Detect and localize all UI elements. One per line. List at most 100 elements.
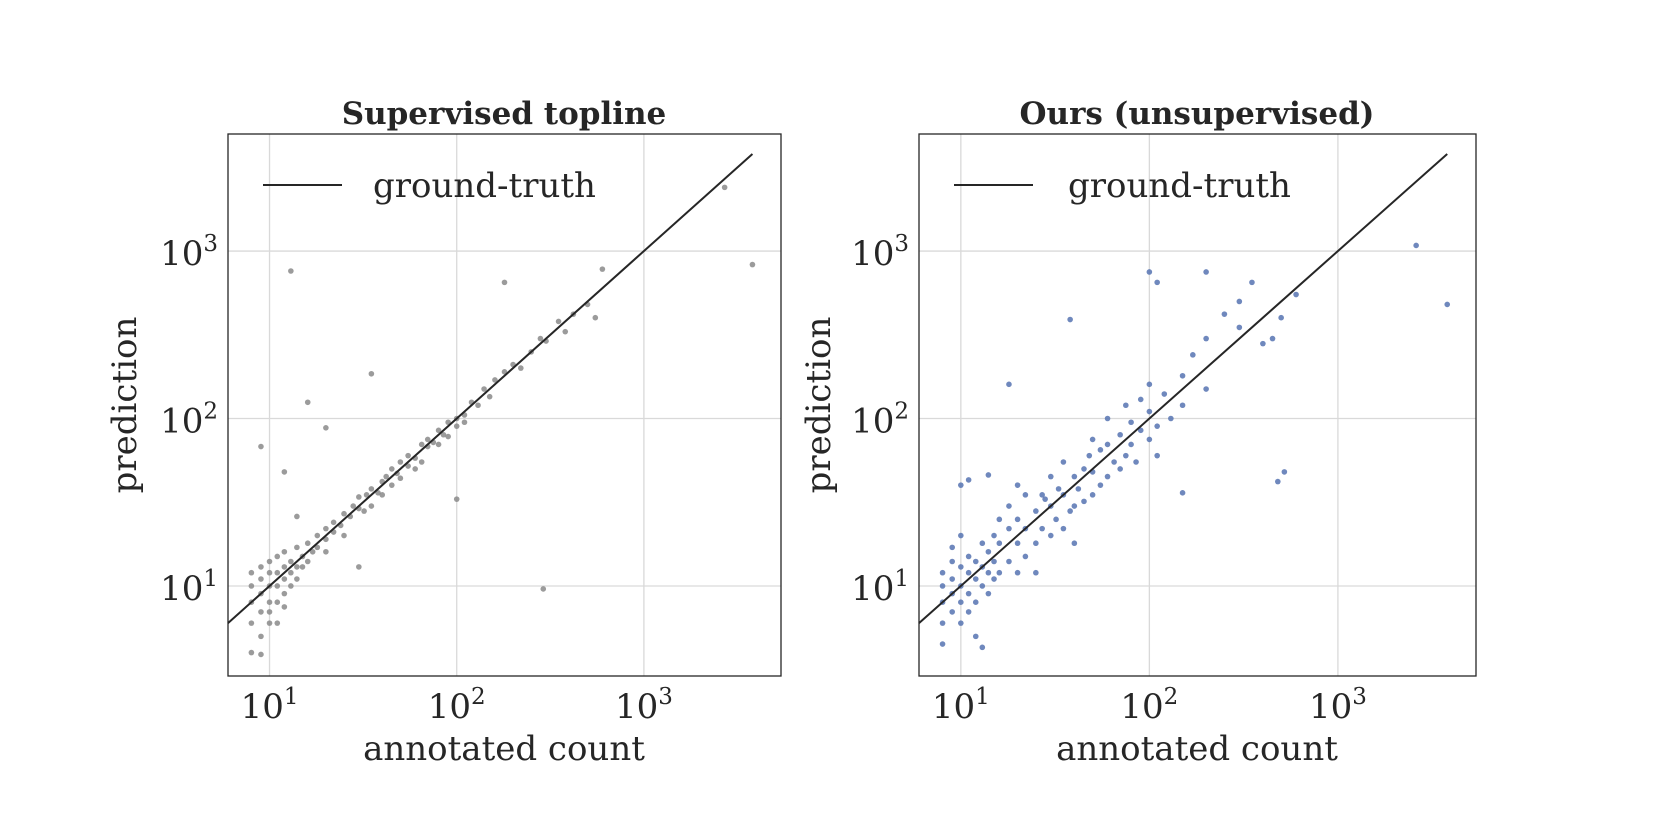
data-point <box>979 583 986 589</box>
data-point <box>972 576 979 582</box>
data-point <box>397 459 404 465</box>
data-point <box>939 641 946 647</box>
data-point <box>258 651 264 658</box>
data-point <box>1097 482 1104 488</box>
data-point <box>1053 516 1059 523</box>
data-point <box>248 569 255 576</box>
data-point <box>1067 316 1073 323</box>
data-point <box>266 599 273 606</box>
data-point <box>1097 447 1104 453</box>
data-point <box>1236 298 1243 305</box>
data-point <box>1086 452 1093 459</box>
data-point <box>323 548 329 555</box>
data-point <box>555 318 562 325</box>
data-point <box>1089 436 1096 443</box>
data-point <box>518 365 524 371</box>
data-point <box>985 472 992 478</box>
data-point <box>1047 532 1054 539</box>
data-point <box>304 558 311 565</box>
data-point <box>356 564 362 570</box>
data-point <box>281 576 288 582</box>
data-point <box>294 544 300 551</box>
data-point <box>492 377 498 383</box>
data-point <box>1236 324 1243 331</box>
data-point <box>281 469 288 475</box>
data-point <box>972 599 979 606</box>
data-point <box>1006 558 1012 565</box>
data-point <box>965 553 972 560</box>
data-point <box>294 513 300 520</box>
data-point <box>979 540 986 547</box>
data-point <box>537 335 544 342</box>
legend-label: ground-truth <box>373 166 596 206</box>
data-point <box>288 569 294 576</box>
data-point <box>1104 415 1111 422</box>
data-point <box>405 463 411 469</box>
data-point <box>1014 482 1021 488</box>
data-point <box>1278 314 1284 321</box>
data-point <box>281 590 288 597</box>
data-point <box>288 268 294 274</box>
data-point <box>1128 419 1134 426</box>
data-point <box>274 620 281 626</box>
data-point <box>939 569 946 576</box>
data-point <box>949 558 956 565</box>
data-point <box>475 402 481 409</box>
data-point <box>258 609 264 615</box>
y-axis-label: prediction <box>105 317 145 494</box>
data-point <box>1133 459 1139 465</box>
data-point <box>405 452 411 459</box>
data-point <box>1067 508 1073 514</box>
y-tick-label: 101 <box>160 566 218 609</box>
data-point <box>1060 525 1067 532</box>
data-point <box>248 583 255 589</box>
data-point <box>1014 516 1021 523</box>
data-point <box>1249 279 1255 286</box>
data-point <box>1033 508 1039 514</box>
data-point <box>424 436 431 443</box>
data-point <box>389 482 395 488</box>
x-tick-label: 101 <box>932 684 990 727</box>
data-point <box>599 266 606 272</box>
data-point <box>965 609 972 615</box>
legend-label: ground-truth <box>1068 166 1291 206</box>
data-point <box>1071 503 1078 509</box>
data-point <box>281 564 288 570</box>
data-point <box>1444 301 1451 308</box>
data-point <box>383 473 389 480</box>
plot-area <box>918 133 1477 677</box>
plot-area <box>227 133 782 677</box>
data-point <box>389 466 395 472</box>
x-axis-label: annotated count <box>1056 729 1338 769</box>
x-tick-label: 103 <box>615 684 673 727</box>
data-point <box>965 590 972 597</box>
data-point <box>361 508 367 514</box>
data-point <box>266 569 273 576</box>
data-point <box>1137 427 1144 434</box>
data-point <box>1123 452 1129 459</box>
data-point <box>281 604 288 610</box>
x-tick-label: 102 <box>428 684 486 727</box>
data-point <box>323 525 329 532</box>
data-point <box>1111 459 1117 465</box>
data-point <box>1014 569 1021 576</box>
data-point <box>248 620 255 626</box>
y-tick-exponent: 1 <box>894 566 909 592</box>
axes-frame <box>227 133 782 677</box>
data-point <box>1089 492 1096 498</box>
data-point <box>949 609 956 615</box>
data-point <box>1071 473 1078 480</box>
y-tick-exponent: 2 <box>894 399 909 425</box>
data-point <box>1081 498 1087 505</box>
y-tick-exponent: 1 <box>203 566 218 592</box>
data-point <box>1075 486 1082 492</box>
data-point <box>985 569 992 576</box>
data-point <box>958 564 964 570</box>
x-tick-label: 103 <box>1309 684 1367 727</box>
data-point <box>1014 540 1021 547</box>
data-point <box>1161 391 1168 397</box>
data-point <box>1275 478 1281 485</box>
data-point <box>965 569 972 576</box>
data-point <box>461 419 468 426</box>
data-point <box>1190 352 1196 358</box>
